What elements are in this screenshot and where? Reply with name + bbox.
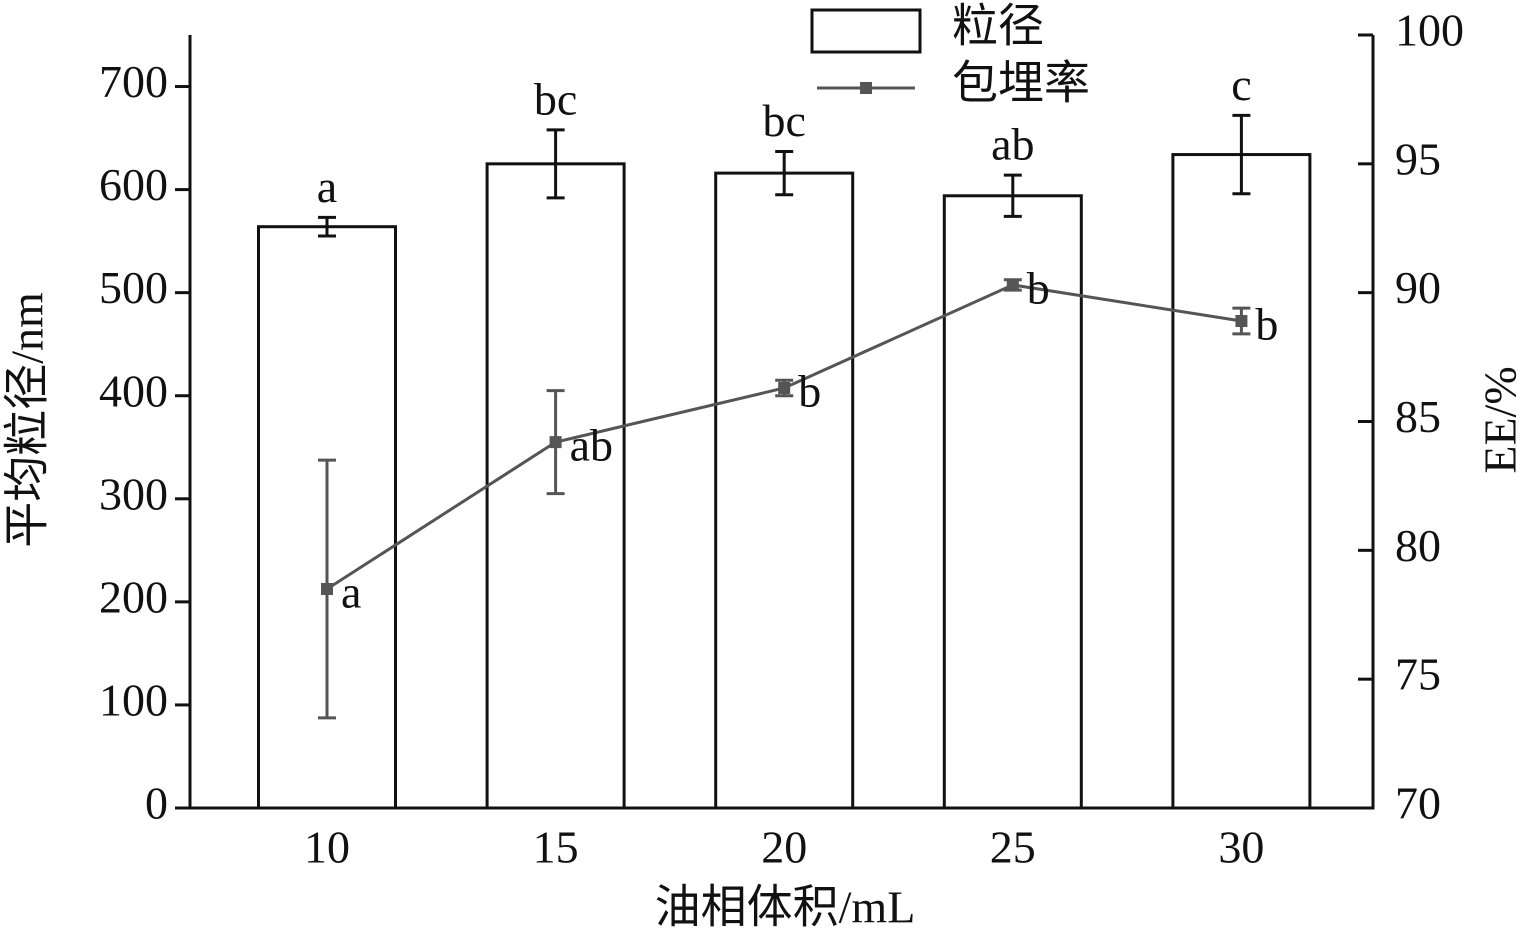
y-tick-label: 600: [99, 159, 168, 210]
y-tick-label: 0: [145, 778, 168, 829]
point-annotation: b: [798, 366, 821, 417]
y-tick-label: 200: [99, 571, 168, 622]
axes: [188, 35, 1375, 810]
y2-axis-label: EE/%: [1475, 366, 1526, 473]
marker: [1006, 278, 1019, 291]
y-tick-label: 300: [99, 468, 168, 519]
bar: [1171, 153, 1312, 810]
y2-tick-label: 70: [1395, 778, 1441, 829]
legend-label: 包埋率: [952, 58, 1090, 109]
x-tick-label: 15: [533, 822, 579, 873]
marker: [549, 436, 562, 449]
legend-marker: [860, 82, 872, 94]
x-axis-label: 油相体积/mL: [655, 882, 916, 933]
error-bar: [775, 149, 794, 197]
x-tick-label: 10: [304, 822, 350, 873]
y2-tick-label: 95: [1395, 133, 1441, 184]
bar-annotation: bc: [762, 95, 805, 146]
point-annotation: a: [341, 567, 361, 618]
x-tick-label: 30: [1218, 822, 1264, 873]
y-tick-label: 500: [99, 262, 168, 313]
y2-tick-label: 80: [1395, 520, 1441, 571]
y-axis-label: 平均粒径/nm: [2, 292, 53, 548]
y2-tick-label: 85: [1395, 391, 1441, 442]
bar-annotation: bc: [534, 73, 577, 124]
y-tick-label: 700: [99, 56, 168, 107]
marker: [321, 582, 333, 595]
legend-label: 粒径: [952, 1, 1044, 52]
y-tick-label: 400: [99, 365, 168, 416]
marker: [1235, 315, 1248, 328]
bar-annotation: c: [1231, 59, 1251, 110]
point-annotation: b: [1255, 299, 1278, 350]
y2-tick-label: 75: [1395, 649, 1441, 700]
marker: [778, 382, 791, 395]
bar: [714, 171, 855, 810]
x-tick-label: 20: [761, 822, 807, 873]
y-tick-label: 100: [99, 674, 168, 725]
error-bar: [1003, 173, 1022, 218]
bar-annotation: ab: [991, 119, 1034, 170]
bar-annotation: a: [317, 161, 337, 212]
point-annotation: b: [1027, 262, 1050, 313]
error-bar: [546, 128, 565, 200]
y2-tick-label: 100: [1395, 5, 1464, 56]
x-tick-label: 25: [990, 822, 1036, 873]
error-bar: [318, 215, 336, 238]
error-bar: [1232, 113, 1251, 196]
y2-tick-label: 90: [1395, 262, 1441, 313]
point-annotation: ab: [570, 420, 613, 471]
legend-swatch: [810, 8, 922, 54]
